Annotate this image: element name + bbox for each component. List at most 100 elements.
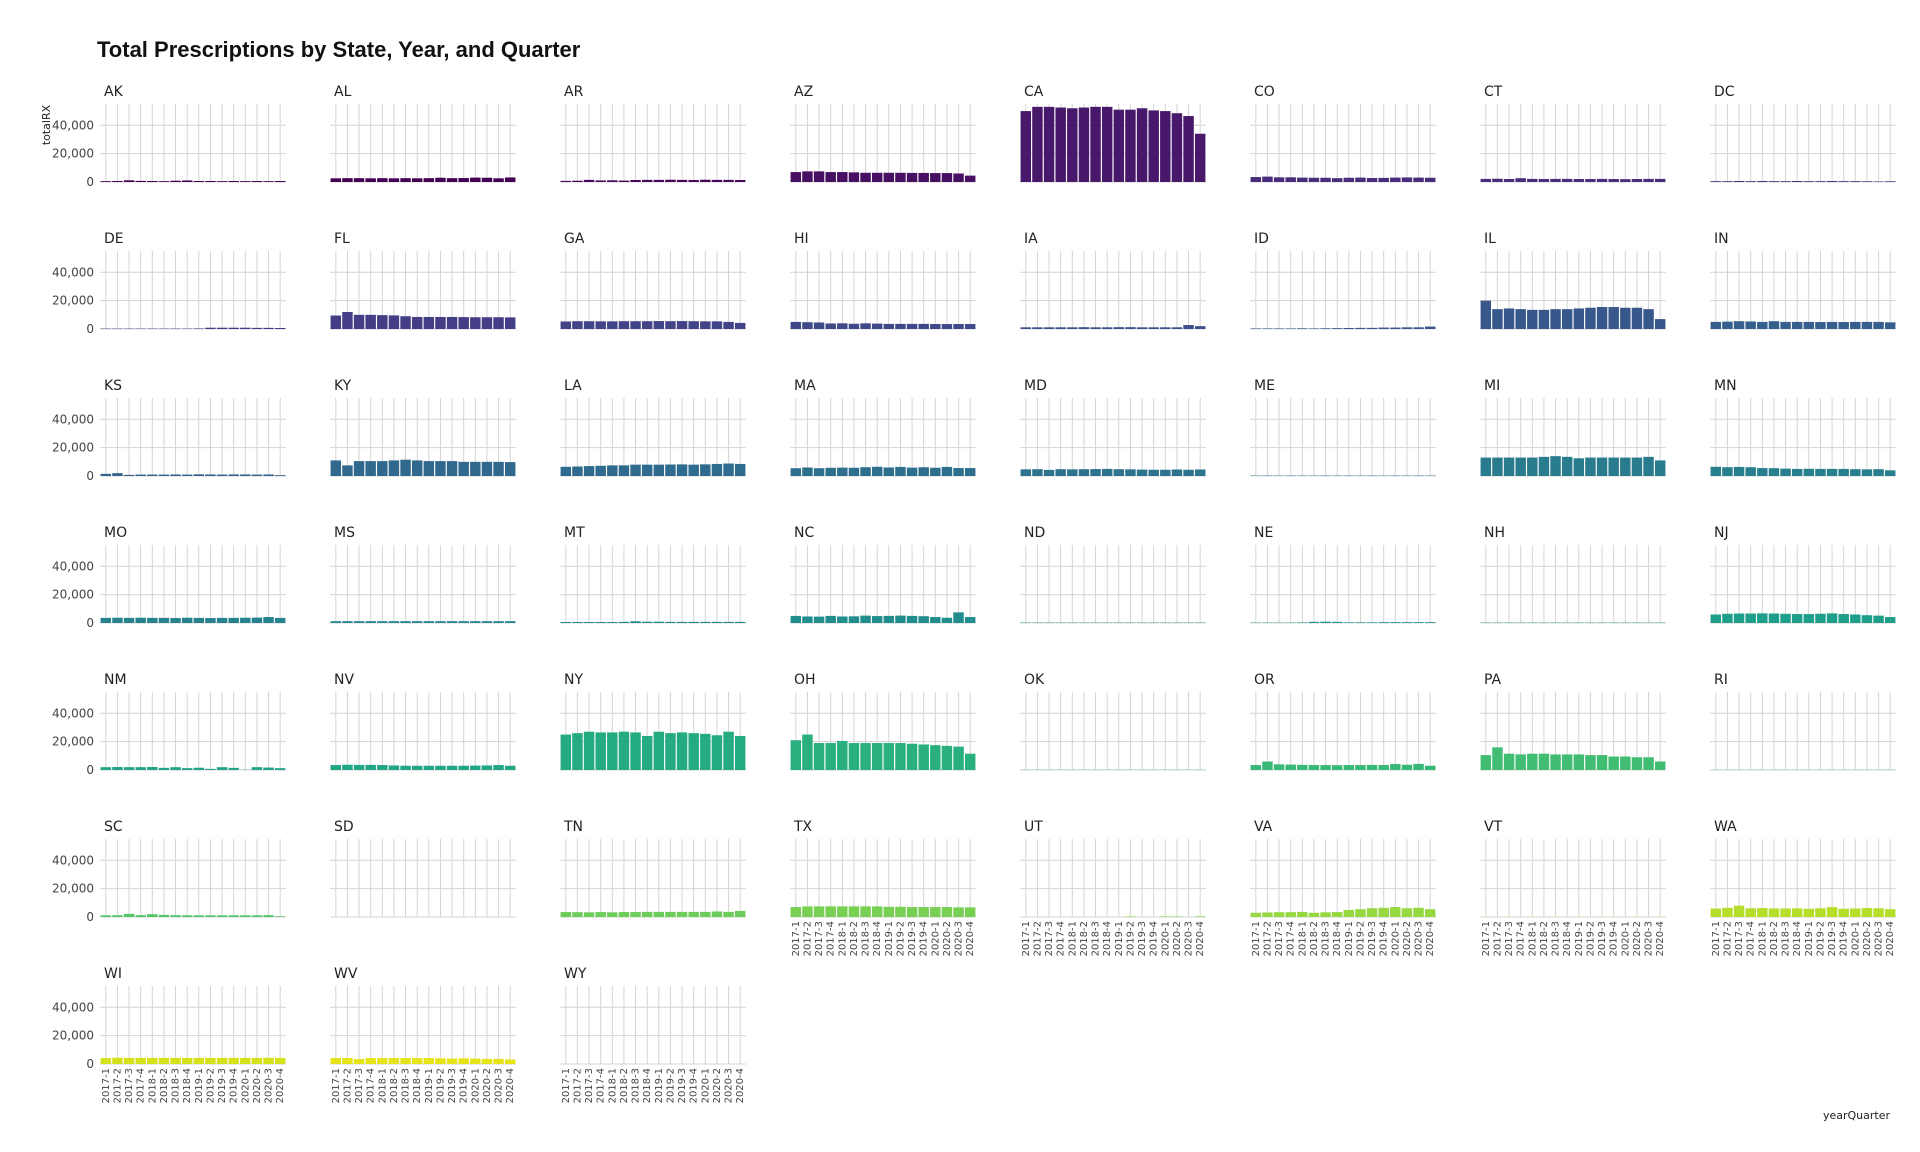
bar bbox=[723, 463, 734, 476]
bar bbox=[263, 181, 274, 182]
bar bbox=[388, 765, 400, 770]
bar bbox=[1815, 181, 1826, 182]
bar bbox=[330, 765, 342, 770]
x-tick-label: 2018-1 bbox=[1067, 921, 1078, 956]
bar bbox=[1585, 755, 1596, 770]
x-tick-label: 2017-4 bbox=[1286, 921, 1297, 956]
facet-panel-al: AL bbox=[330, 84, 516, 183]
bar bbox=[181, 768, 193, 770]
bar bbox=[228, 617, 239, 623]
bar bbox=[251, 474, 263, 476]
bar bbox=[688, 180, 699, 182]
bar bbox=[123, 617, 135, 623]
bar bbox=[641, 464, 653, 476]
bar bbox=[504, 765, 516, 770]
bar bbox=[1631, 307, 1643, 329]
bar bbox=[665, 321, 676, 329]
bar bbox=[458, 461, 469, 476]
bar bbox=[860, 323, 871, 329]
bar bbox=[240, 474, 251, 476]
bar bbox=[216, 767, 228, 770]
bar bbox=[883, 323, 895, 329]
bar bbox=[342, 178, 353, 182]
bar bbox=[723, 911, 734, 917]
bar bbox=[446, 178, 458, 182]
facet-panel-ak: AK 0 20,000 40,000 bbox=[52, 84, 286, 189]
bar bbox=[918, 467, 929, 476]
bar bbox=[400, 765, 411, 770]
bar bbox=[1710, 321, 1722, 329]
bar bbox=[365, 1058, 376, 1064]
facet-label: WV bbox=[334, 966, 358, 982]
bar bbox=[1090, 106, 1101, 182]
bar bbox=[1078, 327, 1090, 329]
facet-label: ME bbox=[1254, 378, 1275, 394]
y-tick-label: 20,000 bbox=[52, 882, 94, 896]
bar bbox=[895, 615, 906, 623]
bar bbox=[147, 181, 158, 182]
bar bbox=[802, 467, 813, 476]
y-tick-label: 20,000 bbox=[52, 294, 94, 308]
bar bbox=[1250, 328, 1262, 329]
bar bbox=[630, 321, 641, 329]
x-tick-label: 2018-2 bbox=[1539, 921, 1550, 956]
bar bbox=[193, 181, 205, 182]
bar bbox=[400, 459, 411, 476]
x-tick-label: 2018-1 bbox=[377, 1068, 388, 1103]
bar bbox=[147, 767, 158, 770]
bar bbox=[435, 316, 446, 329]
bar bbox=[147, 617, 158, 623]
bar bbox=[1480, 178, 1492, 182]
bar bbox=[723, 621, 734, 623]
x-tick-label: 2017-2 bbox=[1492, 921, 1503, 956]
x-tick-label: 2019-4 bbox=[1839, 921, 1850, 956]
bar bbox=[435, 461, 446, 476]
bar bbox=[906, 743, 918, 770]
bar bbox=[216, 327, 228, 329]
facet-panel-pa: PA bbox=[1480, 672, 1666, 771]
bar bbox=[1424, 622, 1436, 623]
bar bbox=[1620, 756, 1631, 770]
bar bbox=[1250, 765, 1262, 770]
bar bbox=[941, 617, 953, 623]
bar bbox=[123, 180, 135, 182]
bar bbox=[1585, 307, 1596, 329]
bar bbox=[906, 172, 918, 182]
x-tick-label: 2017-3 bbox=[124, 1068, 135, 1103]
x-tick-label: 2018-3 bbox=[1551, 921, 1562, 956]
bar bbox=[790, 907, 802, 917]
bar bbox=[274, 617, 286, 623]
bar bbox=[1297, 764, 1308, 770]
bar bbox=[1262, 761, 1273, 770]
bar bbox=[1378, 327, 1389, 329]
bar bbox=[1113, 109, 1125, 182]
bar bbox=[953, 468, 964, 476]
bar bbox=[1791, 181, 1803, 182]
bar bbox=[1780, 468, 1791, 476]
bar bbox=[1366, 764, 1378, 770]
bar bbox=[583, 912, 595, 917]
bar bbox=[411, 460, 423, 476]
facet-panel-ct: CT bbox=[1480, 84, 1666, 183]
bar bbox=[1273, 764, 1285, 770]
facet-panel-ok: OK bbox=[1020, 672, 1206, 771]
bar bbox=[446, 316, 458, 329]
bar bbox=[572, 466, 583, 476]
bar bbox=[1503, 457, 1515, 476]
bar bbox=[446, 765, 458, 770]
facet-label: TN bbox=[563, 819, 583, 835]
bar bbox=[871, 323, 883, 329]
bar bbox=[572, 622, 583, 623]
facet-panel-nm: NM 0 20,000 40,000 bbox=[52, 672, 286, 777]
bar bbox=[205, 768, 216, 770]
x-axis-label: yearQuarter bbox=[1823, 1109, 1891, 1122]
bar bbox=[1643, 309, 1654, 329]
bar bbox=[1413, 763, 1424, 770]
bar bbox=[1596, 307, 1608, 329]
bar bbox=[251, 1057, 263, 1064]
bar bbox=[158, 767, 170, 770]
x-tick-label: 2018-3 bbox=[861, 921, 872, 956]
bar bbox=[1722, 907, 1733, 917]
bar bbox=[1378, 622, 1389, 623]
